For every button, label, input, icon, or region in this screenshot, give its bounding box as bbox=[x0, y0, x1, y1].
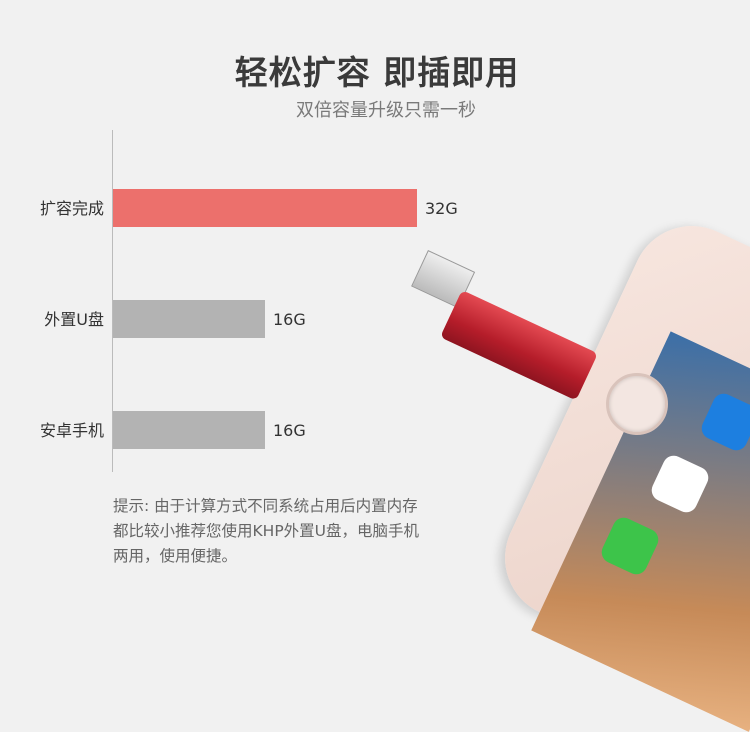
data-label: 32G bbox=[425, 199, 458, 218]
bar-0 bbox=[113, 189, 417, 227]
category-label: 安卓手机 bbox=[40, 421, 104, 440]
data-label: 16G bbox=[273, 310, 306, 329]
hint-note: 提示: 由于计算方式不同系统占用后内置内存 都比较小推荐您使用KHP外置U盘，电… bbox=[113, 494, 473, 569]
data-label: 16G bbox=[273, 421, 306, 440]
page-subtitle: 双倍容量升级只需一秒 bbox=[296, 100, 476, 121]
phone-home-button bbox=[606, 373, 668, 435]
note-line: 提示: 由于计算方式不同系统占用后内置内存 bbox=[113, 497, 418, 515]
bar-chart: 扩容完成 32G 外置U盘 16G 安卓手机 16G bbox=[40, 130, 458, 472]
category-label: 外置U盘 bbox=[44, 310, 104, 329]
page-title: 轻松扩容 即插即用 bbox=[234, 53, 520, 92]
note-line: 两用，使用便捷。 bbox=[113, 547, 238, 565]
category-label: 扩容完成 bbox=[40, 199, 104, 218]
note-line: 都比较小推荐您使用KHP外置U盘，电脑手机 bbox=[113, 522, 420, 540]
bar-1 bbox=[113, 300, 265, 338]
bar-2 bbox=[113, 411, 265, 449]
